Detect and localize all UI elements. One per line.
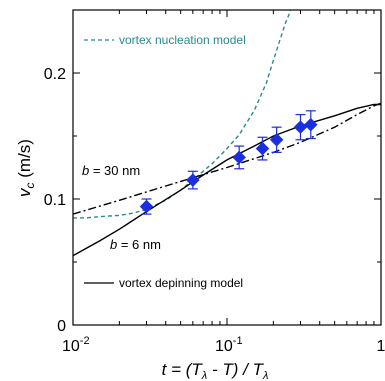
depinning-curve-b30 bbox=[73, 102, 381, 215]
data-points bbox=[139, 110, 318, 215]
axis-ticks bbox=[72, 9, 381, 326]
y-tick-label-2: 0.2 bbox=[44, 66, 66, 83]
data-point bbox=[293, 120, 308, 135]
legend-nucleation-label: vortex nucleation model bbox=[119, 33, 246, 47]
x-axis-title: t = (Tλ - T) / Tλ bbox=[162, 360, 269, 381]
data-point bbox=[185, 173, 200, 187]
y-axis-title: vc (m/s) bbox=[15, 139, 37, 197]
y-tick-label-1: 0.1 bbox=[44, 192, 66, 209]
data-point bbox=[255, 141, 270, 156]
data-point bbox=[303, 117, 318, 132]
x-tick-label-2: 1 bbox=[377, 338, 385, 355]
data-point bbox=[139, 199, 154, 214]
x-tick-label-1: 10-1 bbox=[215, 335, 243, 355]
y-tick-label-0: 0 bbox=[57, 318, 66, 335]
annotation-b30: b = 30 nm bbox=[82, 163, 140, 178]
data-point bbox=[232, 150, 247, 165]
annotation-b6: b = 6 nm bbox=[110, 237, 161, 252]
legend-depinning-label: vortex depinning model bbox=[119, 276, 243, 290]
data-point bbox=[269, 132, 284, 147]
x-tick-label-0: 10-2 bbox=[62, 335, 90, 355]
